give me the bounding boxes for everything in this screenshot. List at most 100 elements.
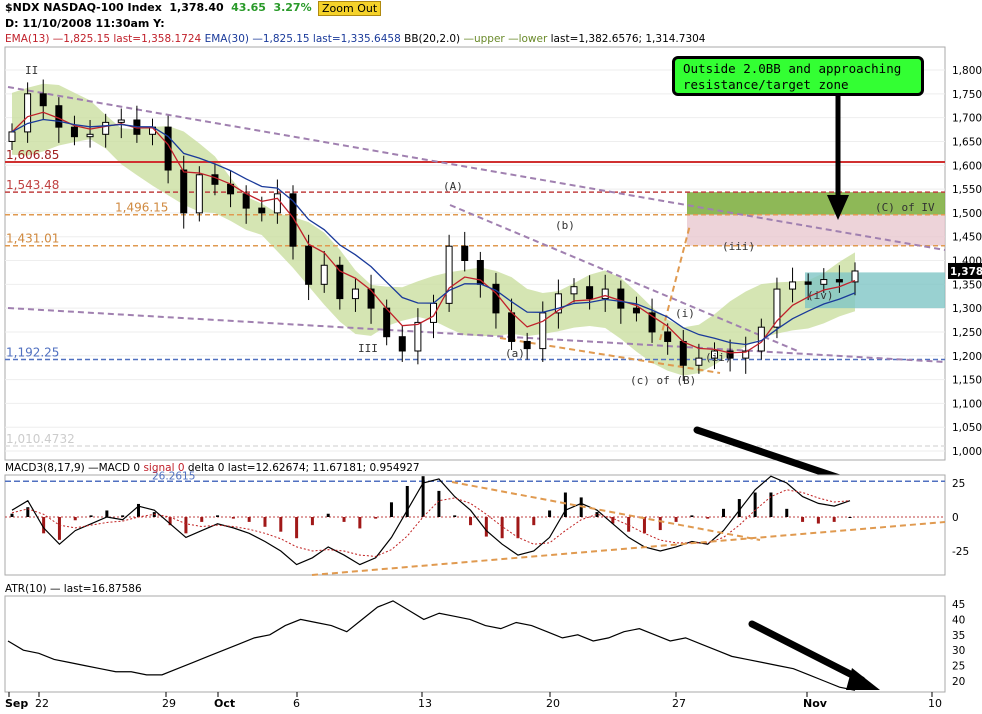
indicator-legend: EMA(13) —1,825.15 last=1,358.1724 EMA(30… [5, 33, 706, 45]
macd-histogram-bar [658, 517, 662, 531]
macd-histogram-bar [57, 517, 61, 540]
bollinger-band [12, 83, 855, 376]
ema30-line [11, 118, 856, 346]
macd-legend: MACD3(8,17,9) —MACD 0 signal 0 delta 0 l… [5, 462, 420, 474]
macd-histogram-bar [674, 517, 678, 522]
wave-label: (iv) [807, 289, 834, 302]
target-zone-green [687, 192, 945, 215]
price-tick-label: 1,600 [952, 160, 982, 172]
macd-histogram-bar [532, 517, 536, 526]
ema13-line [11, 111, 856, 354]
macd-histogram-bar [421, 476, 425, 517]
atr-plot-area [4, 595, 946, 693]
candle-body [711, 350, 718, 359]
candle-body [383, 307, 391, 338]
atr-tick-label: 35 [952, 630, 965, 642]
x-axis: Sep 22 29 Oct 6 13 20 27 Nov 10 [5, 692, 942, 710]
macd-histogram-bar [326, 513, 330, 517]
atr-tick-label: 25 [952, 661, 965, 673]
atr-tick-label: 45 [952, 599, 965, 611]
macd-histogram-bar [310, 517, 314, 526]
price-tick-label: 1,150 [952, 375, 982, 387]
target-zone-pink [687, 214, 945, 246]
candle-body [289, 193, 297, 247]
x-tick-label: 29 [162, 697, 176, 710]
macd-histogram-bar [690, 515, 694, 517]
price-tick-label: 1,800 [952, 65, 982, 77]
x-tick-label: Sep [5, 697, 28, 710]
bb-upper-legend: —upper [463, 33, 505, 45]
macd-histogram-bar [453, 515, 457, 517]
wave-label: (A) [443, 180, 463, 193]
macd-histogram-bar [121, 515, 125, 517]
divergence-arrowhead-2 [846, 668, 880, 690]
price-tick-label: 1,050 [952, 422, 982, 434]
x-tick-label: 13 [418, 697, 432, 710]
candle-body [180, 169, 188, 214]
level-label: 1,010.4732 [6, 432, 75, 446]
x-tick-label: Nov [803, 697, 828, 710]
candle-body [336, 264, 344, 300]
change: 43.65 [231, 1, 266, 14]
candle-body [508, 312, 516, 342]
atr-tick-label: 20 [952, 676, 965, 688]
candle-body [320, 264, 328, 285]
price-tick-label: 1,500 [952, 208, 982, 220]
macd-histogram-bar [437, 490, 441, 517]
candle-body [601, 288, 609, 300]
macd-histogram-bar [516, 517, 520, 539]
last-price-marker [948, 262, 982, 279]
wave-label: (b) [555, 219, 575, 232]
candle-body [789, 281, 797, 290]
zoom-out-button[interactable]: Zoom Out [318, 1, 382, 16]
macd-histogram-bar [216, 515, 220, 517]
price-tick-label: 1,200 [952, 351, 982, 363]
wave-label: (c) of (B) [630, 374, 696, 387]
macd-histogram-bar [500, 517, 504, 539]
price-panel: 1,606.85 1,543.48 1,496.15 1,431.01 1,192.25… [4, 46, 982, 503]
candle-body [820, 279, 828, 285]
callout-box: Outside 2.0BB and approaching resistance… [672, 56, 924, 96]
candle-body [664, 331, 672, 342]
trendline-b [449, 204, 801, 353]
macd-level-label: 26.2615 [152, 470, 195, 482]
x-tick-label: 20 [546, 697, 560, 710]
wave-label: (iii) [722, 240, 755, 253]
macd-histogram-bar [548, 510, 552, 517]
atr-tick-label: 40 [952, 614, 965, 626]
price-tick-label: 1,100 [952, 398, 982, 410]
macd-histogram-bar [405, 485, 409, 517]
candle-body [117, 119, 125, 123]
level-label: 1,496.15 [115, 201, 168, 215]
candle-body [523, 340, 531, 350]
bb-lower-legend: —lower [508, 33, 548, 45]
candle-body [539, 312, 547, 350]
macd-line-legend: —MACD 0 [88, 462, 141, 474]
x-tick-label: Oct [214, 697, 235, 710]
candle-body [554, 293, 562, 314]
bb-last-legend: last=1,382.6576; 1,314.7304 [550, 33, 706, 45]
x-tick-label: 22 [35, 697, 49, 710]
divergence-arrow-2 [748, 620, 866, 684]
price-tick-label: 1,750 [952, 89, 982, 101]
macd-histogram-bar [89, 515, 93, 517]
candle-body [398, 336, 406, 352]
macd-histogram-bar [279, 517, 283, 532]
x-tick-label: 27 [672, 697, 686, 710]
candle-body [773, 288, 781, 328]
macd-histogram-bar [627, 517, 631, 532]
macd-histogram-bar [848, 517, 852, 518]
candle-body [24, 93, 32, 133]
wave-label: (C) of IV [875, 201, 935, 214]
macd-histogram-bar [753, 492, 757, 517]
macd-histogram-bar [563, 492, 567, 517]
macd-histogram-bar [611, 517, 615, 524]
macd-histogram-bar [469, 517, 473, 526]
macd-histogram-bar [374, 517, 378, 519]
candle-body [39, 93, 47, 107]
macd-histogram-bar [295, 517, 299, 539]
candle-body [679, 340, 687, 366]
level-label: 1,543.48 [6, 178, 59, 192]
last-price-label: 1,378 [950, 266, 982, 278]
